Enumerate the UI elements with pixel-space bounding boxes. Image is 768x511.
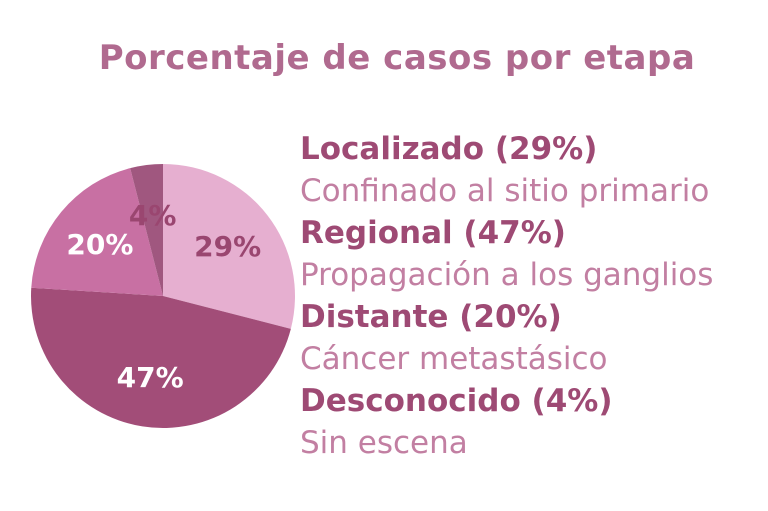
- pie-slice-desconocido: [130, 164, 163, 296]
- legend-description-desconocido: Sin escena: [300, 425, 468, 461]
- chart-title: Porcentaje de casos por etapa: [98, 38, 696, 78]
- legend-description-localizado: Confinado al sitio primario: [300, 173, 710, 209]
- pie-label-desconocido: 4%: [129, 199, 177, 232]
- legend: Localizado (29%) Confinado al sitio prim…: [300, 128, 760, 464]
- pie-label-distante: 20%: [66, 228, 133, 261]
- pie-slice-distante: [31, 168, 164, 296]
- pie-slice-regional: [30, 287, 291, 428]
- pie-slice-localizado: [163, 164, 295, 329]
- legend-heading-distante: Distante (20%): [300, 299, 562, 335]
- pie-label-regional: 47%: [117, 361, 184, 394]
- legend-heading-desconocido: Desconocido (4%): [300, 383, 613, 419]
- legend-heading-localizado: Localizado (29%): [300, 131, 598, 167]
- legend-description-distante: Cáncer metastásico: [300, 341, 608, 377]
- legend-heading-regional: Regional (47%): [300, 215, 566, 251]
- legend-description-regional: Propagación a los ganglios: [300, 257, 714, 293]
- pie-label-localizado: 29%: [194, 230, 261, 263]
